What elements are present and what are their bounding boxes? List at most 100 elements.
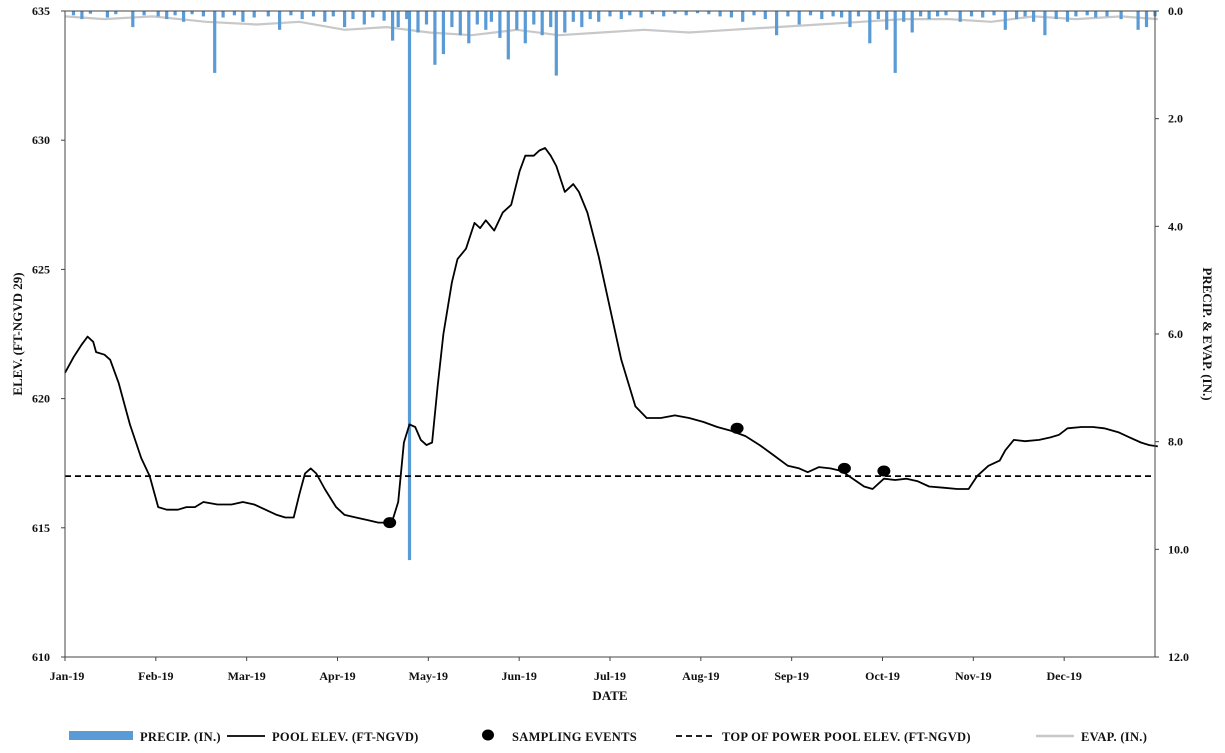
right-tick-label-4: 8.0 — [1168, 435, 1183, 449]
pool-elev-line — [64, 147, 1158, 524]
precip-bar-1 — [80, 11, 84, 20]
precip-bar-57 — [619, 11, 623, 20]
precip-bar-84 — [902, 11, 906, 22]
precip-bar-7 — [156, 11, 160, 17]
precip-bar-22 — [311, 11, 316, 17]
precip-bar-13 — [213, 11, 217, 73]
x-tick-label-11: Dec-19 — [1047, 669, 1082, 683]
precip-bar-89 — [944, 11, 948, 16]
precip-bar-85 — [910, 11, 914, 33]
precip-bar-15 — [232, 11, 236, 16]
precip-bar-109 — [407, 11, 412, 561]
x-tick-label-7: Aug-19 — [682, 669, 719, 683]
precip-bar-104 — [1105, 11, 1109, 17]
sampling-event-3 — [837, 462, 851, 474]
precip-bar-101 — [1074, 11, 1078, 17]
left-tick-label-0: 610 — [32, 650, 50, 664]
precip-bar-105 — [1119, 11, 1123, 20]
precip-bar-0 — [71, 11, 76, 16]
precip-bar-37 — [450, 11, 454, 28]
precip-bar-64 — [695, 11, 700, 14]
precip-bar-100 — [1065, 11, 1070, 22]
precip-bar-81 — [876, 11, 880, 20]
precip-bar-17 — [252, 11, 256, 18]
legend-item-4-label: TOP OF POWER POOL ELEV. (FT-NGVD) — [722, 730, 971, 744]
precip-bar-3 — [105, 11, 109, 18]
precip-bar-68 — [741, 11, 745, 22]
axis-titles: DATE ELEV. (FT-NGVD 29) PRECIP. & EVAP. (I… — [10, 267, 1215, 703]
precip-bar-29 — [382, 11, 386, 21]
right-tick-label-0: 0.0 — [1168, 4, 1183, 18]
precip-bar-54 — [588, 11, 592, 20]
precip-bar-98 — [1043, 11, 1047, 36]
precip-bar-95 — [1015, 11, 1019, 20]
precip-bar-49 — [549, 11, 553, 28]
precip-bar-107 — [1144, 11, 1149, 28]
precip-bar-42 — [489, 11, 493, 22]
left-tick-label-3: 625 — [32, 262, 50, 276]
x-tick-label-1: Feb-19 — [138, 669, 173, 683]
precip-bar-80 — [868, 11, 872, 44]
precip-bar-35 — [433, 11, 437, 65]
precip-bar-30 — [391, 11, 395, 41]
precip-bar-39 — [467, 11, 471, 44]
precip-bar-73 — [797, 11, 801, 25]
precip-bar-82 — [885, 11, 889, 30]
precip-bar-41 — [484, 11, 488, 30]
precip-bar-77 — [840, 11, 844, 18]
precip-bar-52 — [571, 11, 575, 22]
precip-bar-32 — [405, 11, 409, 20]
tick-labels: 610 615 620 625 630 635 0.0 2.0 4.0 6.0 8.0 10.0 12.… — [32, 4, 1189, 683]
legend-item-1-swatch — [69, 731, 133, 740]
x-tick-label-8: Sep-19 — [774, 669, 809, 683]
precip-bar-60 — [650, 11, 654, 15]
precip-bar-51 — [563, 11, 567, 33]
precip-bar-45 — [515, 11, 519, 30]
precip-bar-31 — [396, 11, 400, 28]
precip-bar-21 — [300, 11, 304, 20]
legend-item-2-label: POOL ELEV. (FT-NGVD) — [272, 730, 419, 744]
precip-bar-83 — [893, 11, 897, 73]
precip-bar-33 — [416, 11, 420, 33]
x-tick-label-9: Oct-19 — [865, 669, 900, 683]
legend-item-5-label: EVAP. (IN.) — [1081, 730, 1147, 744]
sampling-events-series — [383, 422, 891, 529]
precip-bar-18 — [266, 11, 270, 17]
left-tick-label-4: 630 — [32, 133, 50, 147]
precip-bar-48 — [540, 11, 544, 36]
precip-bar-9 — [173, 11, 177, 16]
sampling-event-1 — [383, 517, 397, 529]
legend-item-3-label: SAMPLING EVENTS — [512, 730, 637, 744]
x-tick-label-4: May-19 — [409, 669, 448, 683]
x-tick-label-6: Jul-19 — [594, 669, 626, 683]
right-tick-label-5: 10.0 — [1168, 542, 1189, 556]
precip-bar-26 — [351, 11, 355, 20]
x-tick-label-10: Nov-19 — [955, 669, 992, 683]
precip-bar-43 — [498, 11, 502, 38]
precip-bar-76 — [831, 11, 835, 17]
x-tick-label-3: Apr-19 — [319, 669, 355, 683]
precip-bar-40 — [475, 11, 479, 25]
x-tick-label-0: Jan-19 — [50, 669, 85, 683]
precip-bar-97 — [1032, 11, 1036, 22]
precip-bar-55 — [597, 11, 601, 22]
pool-elev-series — [64, 147, 1158, 524]
precip-bar-5 — [131, 11, 135, 28]
precip-bar-8 — [165, 11, 169, 20]
precip-bar-86 — [919, 11, 923, 17]
precip-bar-27 — [362, 11, 366, 25]
precip-bar-66 — [718, 11, 722, 17]
legend-item-1-label: PRECIP. (IN.) — [140, 730, 221, 744]
precip-bar-65 — [707, 11, 711, 15]
precip-bar-87 — [927, 11, 931, 20]
precip-bar-56 — [608, 11, 612, 17]
right-tick-label-2: 4.0 — [1168, 219, 1183, 233]
precip-bar-78 — [848, 11, 852, 28]
sampling-event-4 — [877, 465, 891, 477]
evap-line — [64, 15, 1158, 37]
precip-bar-62 — [673, 11, 677, 14]
precip-bar-12 — [201, 11, 205, 17]
precip-bar-96 — [1023, 11, 1027, 17]
precip-series — [71, 11, 1157, 561]
